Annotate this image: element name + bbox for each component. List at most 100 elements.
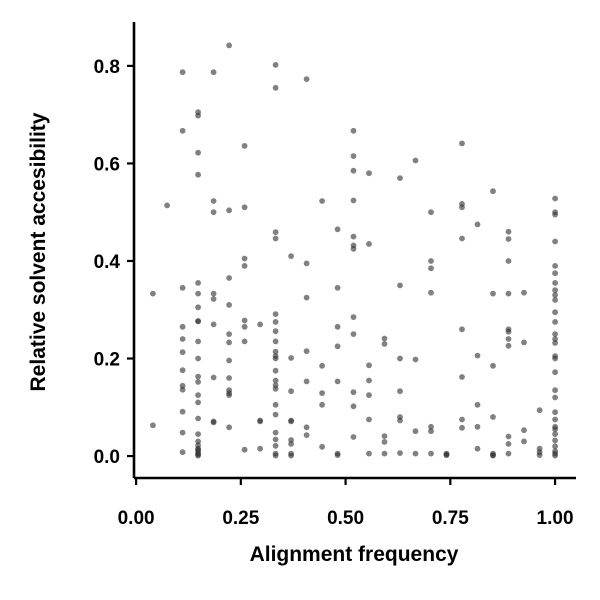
y-tick-label: 0.2 <box>94 350 120 371</box>
data-point <box>272 348 279 355</box>
x-axis-ticks: 0.00 0.25 0.50 0.75 1.00 <box>118 478 574 529</box>
data-point <box>552 263 558 269</box>
data-point <box>272 452 279 459</box>
data-point <box>490 188 496 195</box>
data-point <box>150 422 156 429</box>
data-point <box>428 428 434 435</box>
data-point <box>319 362 325 369</box>
data-point <box>552 431 558 437</box>
data-point <box>210 290 217 297</box>
data-point <box>552 409 558 416</box>
data-point <box>552 452 558 459</box>
data-point <box>474 401 481 408</box>
data-point <box>412 356 419 363</box>
data-point <box>536 407 543 414</box>
data-point <box>552 309 558 316</box>
data-point <box>195 373 202 380</box>
data-point <box>164 202 171 209</box>
data-point <box>505 236 512 242</box>
data-point <box>272 442 279 449</box>
data-point <box>272 84 279 91</box>
data-point <box>366 362 372 369</box>
data-point <box>381 335 388 342</box>
data-point <box>350 197 357 204</box>
data-point <box>505 290 512 297</box>
data-point <box>552 369 558 376</box>
y-tick-label: 0.0 <box>94 447 120 468</box>
data-point <box>490 290 496 297</box>
data-point <box>241 143 248 149</box>
data-point <box>241 263 248 269</box>
data-point <box>459 140 465 147</box>
y-tick-label: 0.4 <box>94 252 121 273</box>
data-point <box>257 418 263 425</box>
data-point <box>505 336 512 342</box>
data-point <box>552 270 558 277</box>
x-tick-label: 0.00 <box>118 508 155 529</box>
data-point <box>179 429 186 436</box>
data-point <box>505 433 512 440</box>
data-point <box>505 450 512 457</box>
data-point <box>397 450 403 456</box>
data-point <box>552 211 558 218</box>
data-point <box>552 416 558 423</box>
data-point <box>381 341 388 347</box>
data-point <box>210 321 217 328</box>
data-point <box>552 287 558 294</box>
data-point <box>459 416 465 423</box>
data-point <box>179 386 186 393</box>
data-point <box>350 403 357 410</box>
data-point <box>412 428 419 435</box>
data-point <box>226 42 233 49</box>
y-axis-ticks: 0.0 0.2 0.4 0.6 0.8 <box>94 57 134 468</box>
data-point <box>552 280 558 286</box>
data-point <box>350 153 357 160</box>
data-point <box>521 289 527 296</box>
data-point <box>490 362 496 369</box>
data-point <box>490 414 496 420</box>
data-point <box>241 255 248 262</box>
data-point <box>210 69 217 76</box>
data-point <box>334 323 341 330</box>
data-point <box>195 290 202 297</box>
data-point <box>303 424 310 431</box>
data-point <box>412 157 419 164</box>
data-point <box>179 284 186 291</box>
data-point <box>179 449 186 456</box>
data-point <box>552 238 558 245</box>
data-point <box>272 319 279 325</box>
data-point <box>412 450 419 457</box>
data-point <box>272 62 279 68</box>
data-point <box>195 318 202 325</box>
data-point <box>474 445 481 452</box>
data-point <box>505 328 512 335</box>
data-point <box>226 375 233 381</box>
data-point <box>552 394 558 401</box>
data-point <box>179 367 186 374</box>
data-point <box>272 367 279 374</box>
data-point <box>459 204 465 211</box>
data-point <box>241 446 248 453</box>
data-point <box>210 198 217 204</box>
data-point <box>272 429 279 436</box>
data-point <box>272 401 279 408</box>
data-point <box>350 245 357 252</box>
data-point <box>366 392 372 398</box>
data-point <box>241 204 248 211</box>
data-point <box>179 408 186 415</box>
data-point <box>381 450 388 457</box>
data-point <box>272 355 279 362</box>
data-point <box>241 317 248 324</box>
data-point <box>552 319 558 325</box>
data-point <box>303 76 310 82</box>
data-point <box>303 348 310 355</box>
data-point <box>366 241 372 247</box>
data-point <box>366 450 372 457</box>
data-point <box>303 294 310 301</box>
data-point <box>505 342 512 349</box>
data-point <box>459 374 465 380</box>
data-point <box>179 323 186 330</box>
x-axis-title: Alignment frequency <box>250 543 459 566</box>
data-point <box>179 336 186 342</box>
data-point <box>552 387 558 394</box>
